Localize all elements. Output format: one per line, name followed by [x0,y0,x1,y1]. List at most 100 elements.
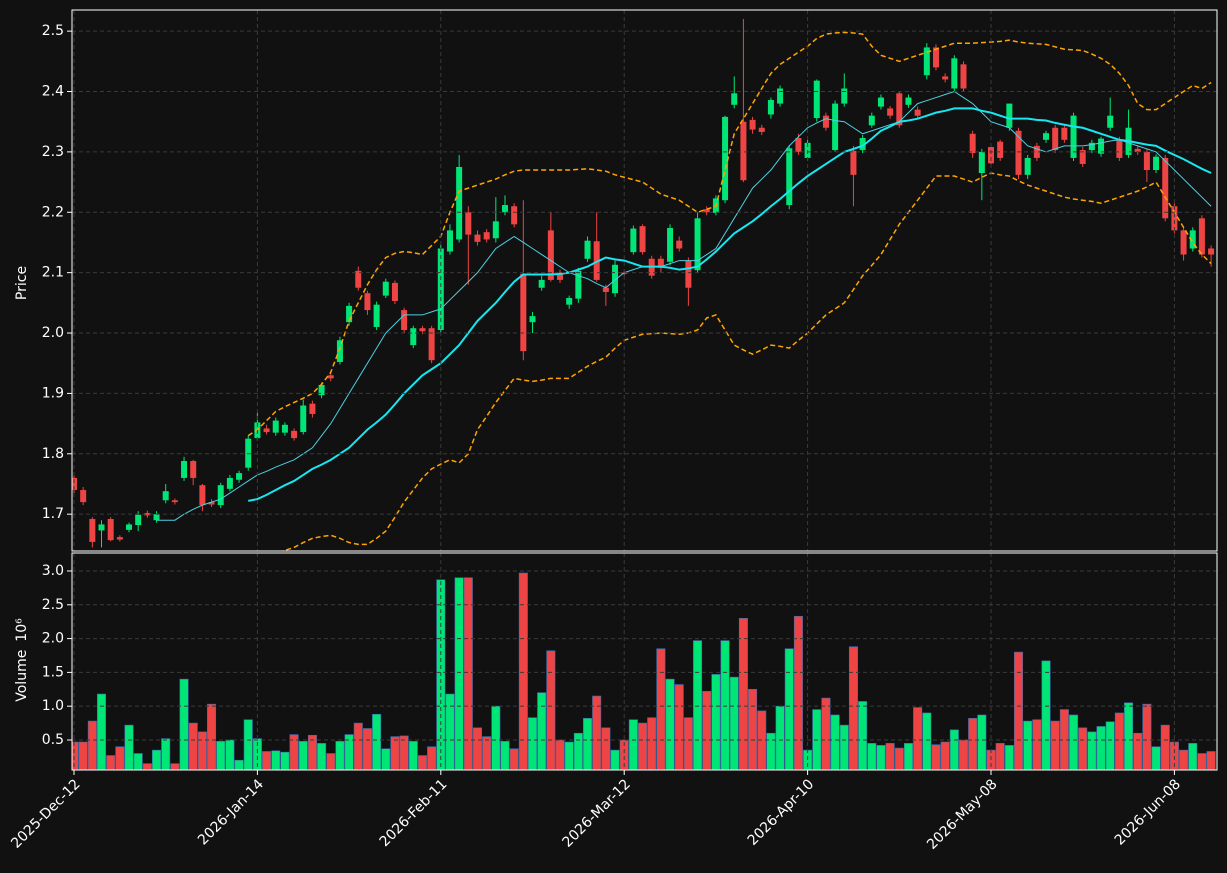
candle-body [153,514,160,521]
price-axis-label: Price [14,266,30,300]
candle-body [795,138,802,152]
volume-bar [738,618,748,770]
candle-body [236,473,243,480]
volume-plot [72,572,1216,770]
volume-bar [1004,745,1014,770]
candle-body [978,151,985,174]
volume-bar [1124,702,1134,770]
candle-body [1107,115,1114,128]
volume-label: Volume [14,650,30,702]
volume-bar [271,750,281,770]
volume-bar [78,741,88,770]
volume-bar [463,577,473,770]
candle-body [896,93,903,126]
candle-body [190,461,197,478]
candle-body [346,305,353,323]
candle-body [676,240,683,249]
volume-bar [858,701,868,770]
candle-body [181,461,188,478]
volume-bar [619,739,629,770]
y-tick-label: 1.9 [42,385,64,401]
volume-bar [427,746,437,770]
volume-bar [234,759,244,770]
candle-body [529,316,536,323]
volume-bar [1160,724,1170,770]
candle-body [685,260,692,288]
candle-body [382,281,389,296]
volume-bar [344,734,354,770]
volume-bar [766,732,776,770]
volume-bar [592,695,602,770]
volume-bar [674,684,684,770]
candle-body [639,226,646,253]
volume-bar [775,705,785,770]
candle-body [731,93,738,105]
candle-body [217,485,224,506]
candle-body [932,47,939,68]
volume-bar [280,751,290,770]
volume-bar [583,718,593,770]
candle-body [758,127,765,132]
y-tick-label: 3.0 [42,563,64,579]
volume-bar [995,743,1005,770]
candle-body [107,518,114,541]
candle-body [226,477,233,489]
candle-body [1208,248,1215,255]
volume-bar [298,741,308,770]
candle-body [1116,139,1123,158]
volume-bar [161,738,171,770]
volume-bar [876,745,886,770]
candle-body [126,524,133,530]
volume-bar [399,735,409,770]
volume-bar [665,678,675,770]
volume-bar [564,741,574,770]
volume-bar [1096,726,1106,770]
price-plot [72,19,1215,551]
volume-bar [1069,714,1079,770]
volume-bar [1179,749,1189,770]
volume-bar [821,697,831,770]
candle-body [171,500,178,503]
volume-bar [1197,753,1207,770]
candle-body [1061,127,1068,140]
candle-body [547,230,554,280]
volume-bar [390,736,400,770]
volume-bar [179,678,189,770]
line-series [247,31,1212,437]
candle-body [1189,230,1196,249]
candle-body [1015,130,1022,175]
candle-body [492,221,499,239]
candle-body [988,147,994,164]
volume-bar [87,720,97,770]
volume-bar [142,763,152,770]
volume-bar [335,741,345,770]
candle-body [355,270,362,288]
volume-bar [555,739,565,770]
volume-bar [1014,651,1024,770]
volume-bar [803,749,813,770]
candle-body [942,76,949,80]
volume-bar [784,648,794,770]
y-tick-label: 2.4 [42,84,64,100]
candle-body [199,485,206,506]
candle-body [740,121,747,181]
candle-body [859,138,866,151]
volume-bar [262,751,272,770]
volume-bar [500,741,510,770]
candle-body [318,384,325,396]
candle-body [557,272,564,280]
volume-bar [537,692,547,770]
volume-bar [225,739,235,770]
volume-bar [601,727,611,770]
volume-bar [1114,712,1124,770]
candle-body [850,150,857,175]
volume-bar [1050,720,1060,770]
volume-bar [656,648,666,770]
candle-body [694,218,701,271]
y-tick-label: 2.0 [42,631,64,647]
candle-body [593,241,600,280]
candle-body [446,230,453,252]
candle-body [465,212,472,235]
candle-body [520,273,527,352]
candle-body [1079,150,1086,164]
